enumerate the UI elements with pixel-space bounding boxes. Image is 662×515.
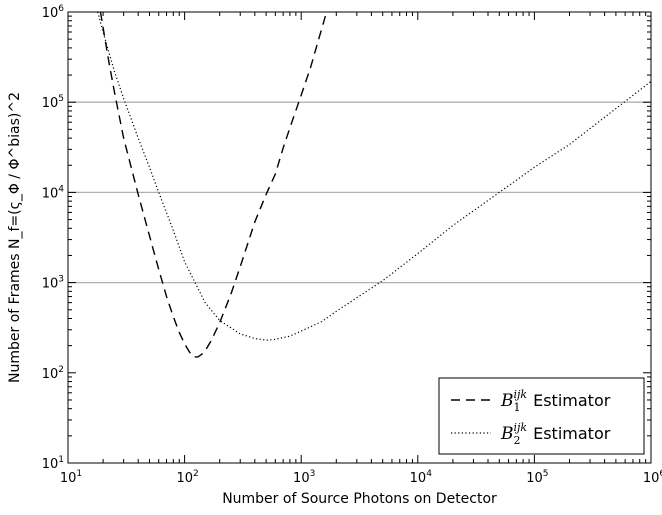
series-layer (97, 12, 651, 358)
y-tick-label: 105 (42, 94, 64, 111)
x-tick-label: 103 (293, 469, 315, 486)
legend-box (438, 377, 645, 455)
y-tick-label: 106 (42, 4, 65, 21)
x-tick-label: 106 (643, 469, 662, 486)
series-line-2 (97, 12, 651, 341)
series-line-1 (99, 12, 328, 358)
legend-label: B2ijk Estimator (500, 421, 611, 447)
y-tick-label: 103 (42, 275, 64, 292)
legend-label: B1ijk Estimator (500, 388, 611, 414)
y-tick-label: 102 (42, 365, 64, 382)
legend: B1ijk Estimator B2ijk Estimator (438, 377, 645, 455)
plot-frame (67, 11, 652, 464)
y-axis-label: Number of Frames N_f=(ς_Φ / Φ^bias)^2 (7, 92, 23, 383)
y-tick-label: 101 (42, 455, 64, 472)
x-tick-label: 105 (526, 469, 548, 486)
x-tick-label: 104 (410, 469, 433, 486)
x-axis-label: Number of Source Photons on Detector (222, 491, 497, 507)
x-tick-label: 101 (60, 469, 82, 486)
x-tick-label: 102 (176, 469, 198, 486)
axis-ticks (67, 11, 652, 464)
tick-labels: 101 102 103 104 105 106 101 102 103 104 105 106 (42, 4, 662, 486)
grid-lines (68, 101, 651, 284)
y-tick-label: 104 (42, 184, 65, 201)
